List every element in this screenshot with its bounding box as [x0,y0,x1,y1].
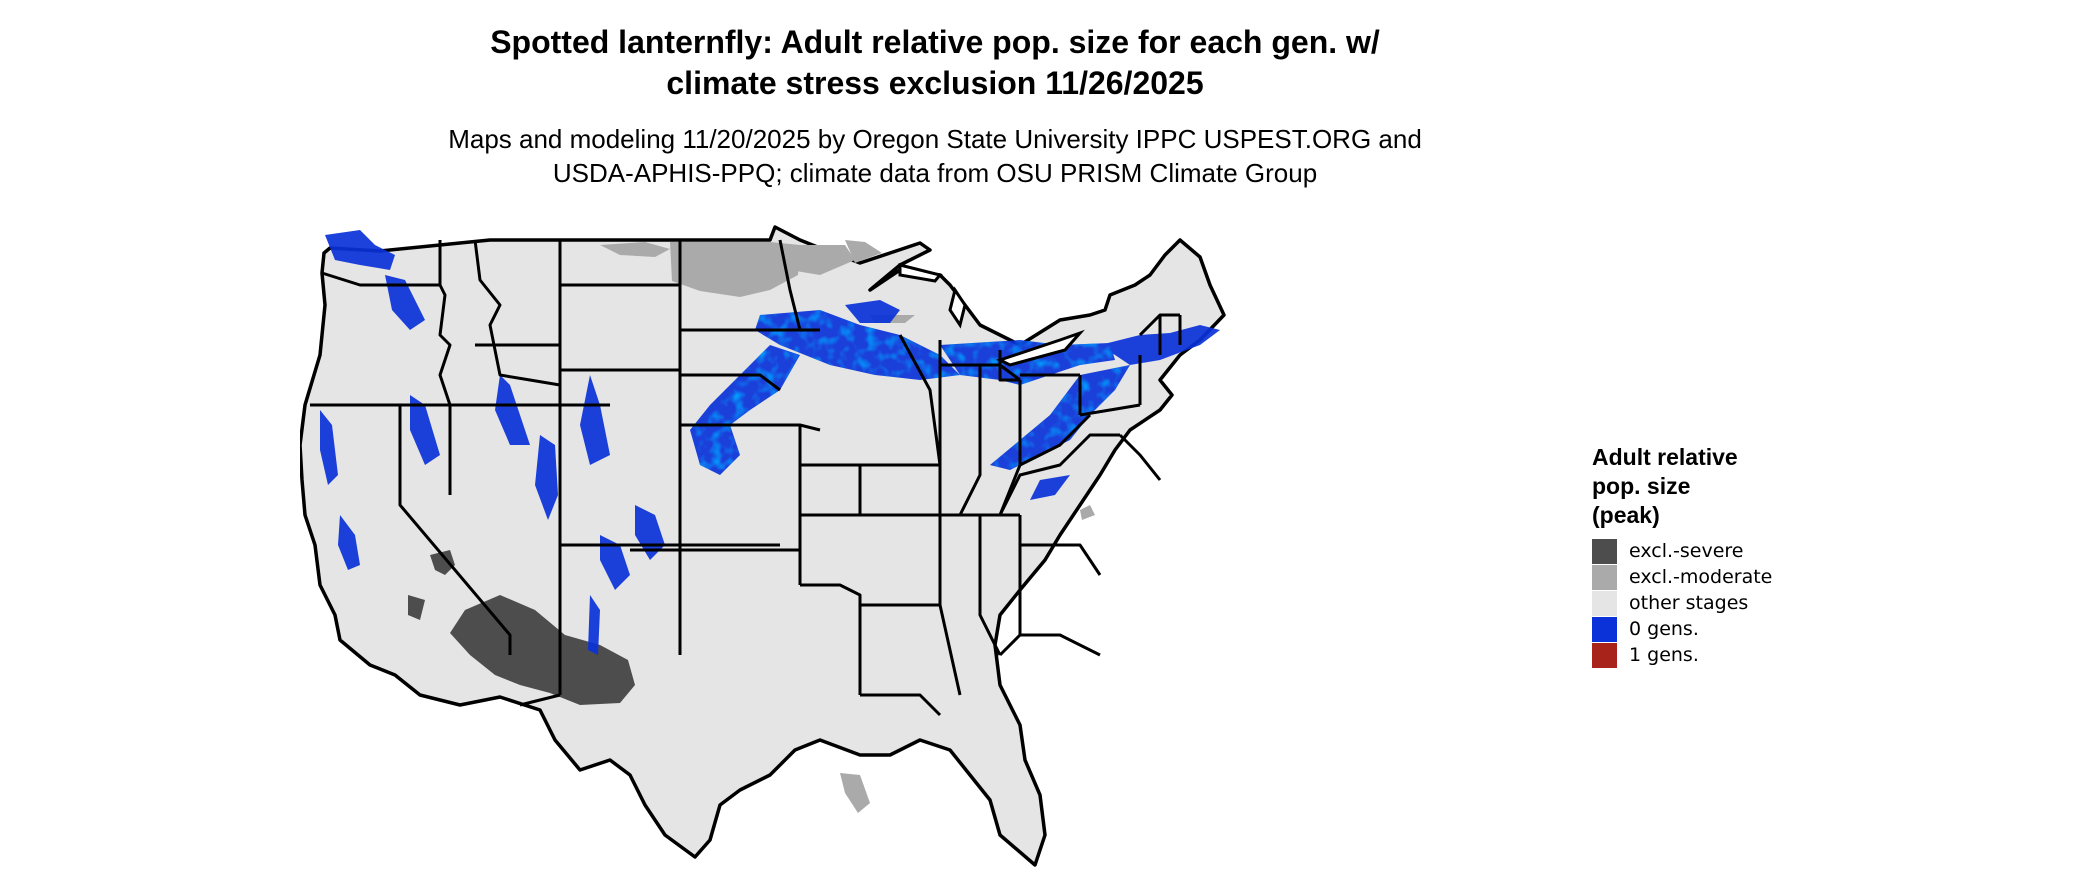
legend-title-line-1: Adult relative [1592,444,1738,470]
legend-swatch [1592,642,1617,668]
legend-label: 0 gens. [1629,618,1699,640]
legend: Adult relative pop. size (peak) excl.-se… [1592,443,1772,668]
excl-moderate-zones [600,240,1095,813]
legend-item: excl.-severe [1592,538,1772,564]
subtitle-line-2: USDA-APHIS-PPQ; climate data from OSU PR… [552,158,1318,188]
state-borders [310,239,1182,717]
legend-item: excl.-moderate [1592,564,1772,590]
legend-items: excl.-severe excl.-moderate other stages 0 … [1592,538,1772,668]
title-line-2: climate stress exclusion 11/26/2025 [666,65,1204,101]
legend-swatch [1592,616,1617,642]
legend-label: 1 gens. [1629,644,1699,666]
legend-title: Adult relative pop. size (peak) [1592,443,1772,530]
legend-item: other stages [1592,590,1772,616]
great-lakes [898,263,1085,367]
legend-label: other stages [1629,592,1749,614]
map-title: Spotted lanternfly: Adult relative pop. … [0,22,1870,104]
legend-label: excl.-moderate [1629,566,1773,588]
legend-title-line-3: (peak) [1592,502,1660,528]
legend-item: 1 gens. [1592,642,1772,668]
legend-title-line-2: pop. size [1592,473,1691,499]
legend-swatch [1592,564,1617,590]
legend-label: excl.-severe [1629,540,1744,562]
us-map [300,225,1226,867]
excl-severe-zones [408,550,635,705]
title-line-1: Spotted lanternfly: Adult relative pop. … [490,24,1380,60]
legend-swatch [1592,590,1617,616]
legend-swatch [1592,538,1617,564]
zero-gens-speckle [690,310,1130,475]
subtitle-line-1: Maps and modeling 11/20/2025 by Oregon S… [448,124,1422,154]
map-subtitle: Maps and modeling 11/20/2025 by Oregon S… [0,122,1870,190]
legend-item: 0 gens. [1592,616,1772,642]
